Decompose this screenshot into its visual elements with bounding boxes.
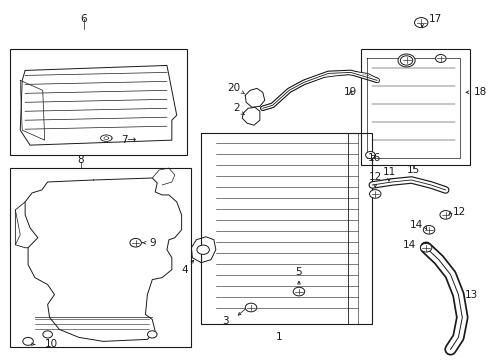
Circle shape (197, 245, 209, 255)
Text: 18: 18 (473, 87, 487, 97)
Text: 12: 12 (451, 207, 465, 217)
Text: 2: 2 (233, 103, 240, 113)
Text: 19: 19 (344, 87, 357, 97)
Bar (10, 168, 191, 347)
Text: 14: 14 (409, 220, 422, 230)
Circle shape (147, 331, 157, 338)
Circle shape (369, 190, 380, 198)
Circle shape (400, 56, 412, 65)
Circle shape (420, 243, 431, 252)
Circle shape (43, 331, 52, 338)
Text: 8: 8 (78, 155, 84, 165)
Text: 9: 9 (149, 238, 156, 248)
Circle shape (397, 54, 414, 67)
Text: 13: 13 (464, 289, 478, 300)
Text: 16: 16 (366, 153, 380, 163)
Text: 6: 6 (81, 14, 87, 24)
Text: 4: 4 (181, 265, 187, 275)
Text: 10: 10 (44, 339, 58, 349)
Text: 5: 5 (295, 267, 302, 276)
Circle shape (365, 152, 374, 159)
Bar (360, 49, 469, 165)
Circle shape (293, 287, 304, 296)
Text: 20: 20 (227, 84, 240, 93)
Bar (10, 49, 186, 155)
Text: 17: 17 (428, 14, 442, 24)
Text: 1: 1 (276, 332, 282, 342)
Text: 11: 11 (382, 167, 395, 177)
Text: 3: 3 (222, 316, 228, 327)
Circle shape (414, 18, 427, 28)
Bar (201, 133, 371, 324)
Text: 15: 15 (406, 165, 419, 175)
Circle shape (435, 54, 445, 62)
Circle shape (245, 303, 256, 312)
Text: 7→: 7→ (121, 135, 136, 145)
Circle shape (439, 211, 450, 219)
Text: 12: 12 (368, 172, 381, 182)
Circle shape (423, 225, 434, 234)
Circle shape (130, 238, 141, 247)
Circle shape (23, 337, 33, 345)
Text: 14: 14 (402, 240, 415, 250)
